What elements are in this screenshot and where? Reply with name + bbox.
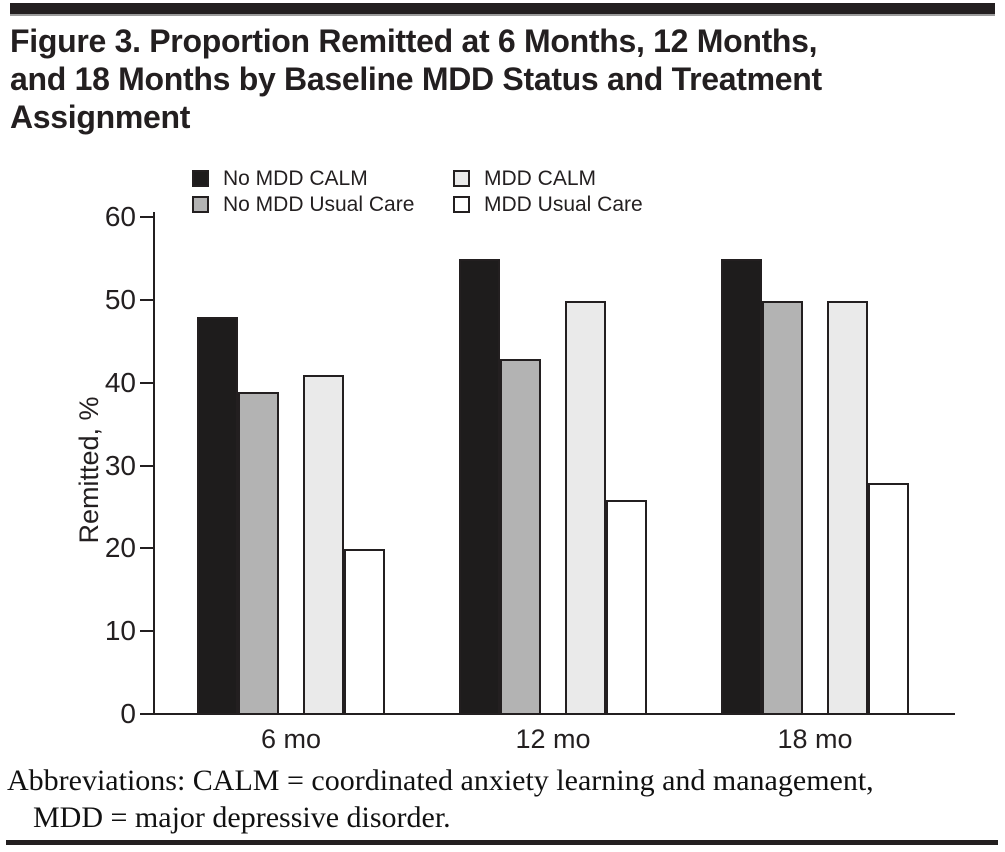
y-tick-label: 30 xyxy=(104,449,136,481)
y-tick-label: 60 xyxy=(104,201,136,232)
y-tick-label: 40 xyxy=(104,366,136,398)
legend-label: MDD Usual Care xyxy=(484,193,643,216)
figure-title-line-2: and 18 Months by Baseline MDD Status and… xyxy=(10,61,822,97)
bar xyxy=(762,301,803,715)
legend-swatch xyxy=(192,170,209,187)
figure-title: Figure 3. Proportion Remitted at 6 Month… xyxy=(10,22,995,136)
abbreviations-line-1: Abbreviations: CALM = coordinated anxiet… xyxy=(7,764,874,797)
bar xyxy=(459,259,500,715)
y-axis-tick xyxy=(140,216,153,218)
y-axis-tick xyxy=(140,381,153,384)
axis-frame xyxy=(153,212,955,715)
y-tick-label: 0 xyxy=(120,698,136,729)
y-axis-tick xyxy=(140,464,153,467)
bar xyxy=(344,549,385,715)
legend-swatch xyxy=(453,196,470,213)
y-axis-tick xyxy=(140,713,153,715)
bar xyxy=(721,259,762,715)
legend-label: No MDD Usual Care xyxy=(223,193,415,216)
legend-swatch xyxy=(453,170,470,187)
bottom-rule xyxy=(6,840,998,845)
y-tick-label: 50 xyxy=(104,283,136,315)
abbreviations-note: Abbreviations: CALM = coordinated anxiet… xyxy=(7,762,1002,836)
y-tick-label: 20 xyxy=(104,532,136,564)
legend-label: MDD CALM xyxy=(484,167,597,190)
x-category-label: 18 mo xyxy=(777,724,853,754)
bar xyxy=(197,317,238,715)
bar xyxy=(238,392,279,715)
figure-title-line-1: Figure 3. Proportion Remitted at 6 Month… xyxy=(10,23,818,59)
legend-label: No MDD CALM xyxy=(223,167,368,190)
bar xyxy=(303,375,344,715)
bar xyxy=(565,301,606,715)
bar xyxy=(606,500,647,715)
top-rule xyxy=(10,3,995,16)
x-category-label: 12 mo xyxy=(515,724,591,754)
y-axis-tick xyxy=(140,547,153,550)
bar xyxy=(868,483,909,715)
legend-swatch xyxy=(192,196,209,213)
y-axis-tick xyxy=(140,630,153,633)
bar xyxy=(500,359,541,715)
y-axis-tick xyxy=(140,298,153,301)
x-category-label: 6 mo xyxy=(260,724,322,754)
y-tick-label: 10 xyxy=(104,615,136,647)
figure-title-line-3: Assignment xyxy=(10,99,191,135)
abbreviations-line-2: MDD = major depressive disorder. xyxy=(33,801,451,834)
bar xyxy=(827,301,868,715)
